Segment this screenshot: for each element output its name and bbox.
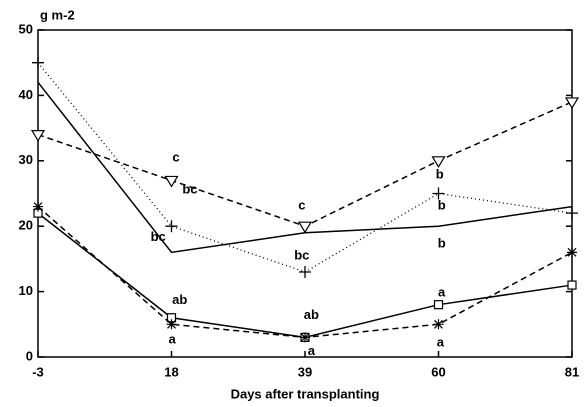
annotation: bc bbox=[182, 182, 197, 197]
annotation: ab bbox=[172, 292, 187, 307]
marker bbox=[165, 220, 178, 233]
marker bbox=[567, 247, 577, 258]
x-tick-label: -3 bbox=[32, 364, 44, 379]
marker bbox=[433, 300, 444, 310]
series-line bbox=[37, 62, 573, 273]
marker bbox=[566, 207, 578, 220]
marker bbox=[433, 319, 444, 330]
annotation: b bbox=[438, 235, 446, 250]
marker bbox=[431, 156, 446, 168]
y-axis-label: g m-2 bbox=[40, 7, 75, 22]
marker bbox=[166, 319, 177, 330]
annotation: b bbox=[436, 167, 444, 182]
annotation: ab bbox=[304, 307, 319, 322]
annotation: bc bbox=[151, 229, 166, 244]
y-tick-label: 20 bbox=[19, 218, 33, 233]
marker bbox=[299, 265, 311, 278]
x-tick-label: 18 bbox=[164, 364, 178, 379]
annotation: a bbox=[308, 343, 316, 358]
annotation: bc bbox=[294, 248, 309, 263]
y-tick-label: 0 bbox=[26, 348, 33, 363]
marker bbox=[30, 130, 46, 142]
marker bbox=[33, 201, 43, 212]
annotation: c bbox=[172, 150, 179, 165]
annotation: c bbox=[298, 197, 305, 212]
annotation: a bbox=[438, 284, 446, 299]
annotation: b bbox=[438, 197, 446, 212]
x-tick-label: 60 bbox=[431, 364, 445, 379]
y-tick-label: 10 bbox=[19, 283, 33, 298]
marker bbox=[564, 97, 580, 110]
marker bbox=[297, 221, 313, 234]
marker bbox=[300, 332, 310, 343]
y-tick-label: 40 bbox=[19, 87, 33, 102]
marker bbox=[567, 280, 577, 290]
marker bbox=[164, 175, 179, 188]
x-tick-label: 39 bbox=[298, 364, 312, 379]
annotation: a bbox=[437, 335, 445, 350]
marker bbox=[432, 187, 445, 200]
annotation: a bbox=[169, 331, 177, 346]
y-tick-label: 50 bbox=[19, 21, 33, 36]
y-tick-label: 30 bbox=[19, 152, 33, 167]
x-tick-label: 81 bbox=[565, 364, 579, 379]
x-axis-label: Days after transplanting bbox=[231, 386, 380, 401]
marker bbox=[32, 56, 44, 69]
